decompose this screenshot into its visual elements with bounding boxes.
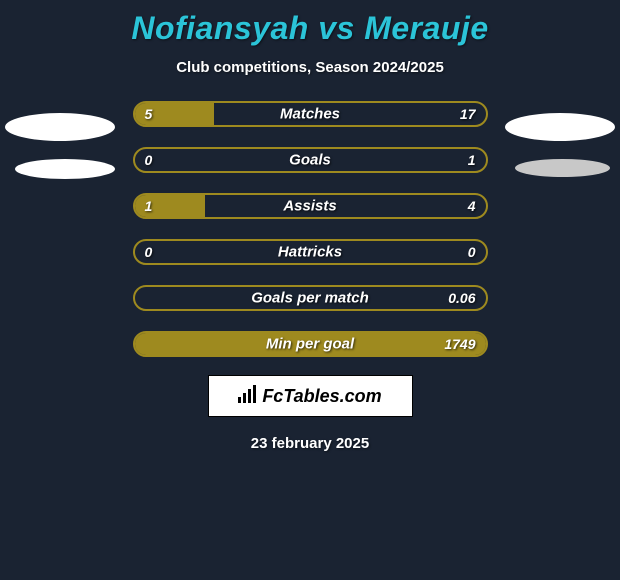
stat-value-right: 0.06: [448, 290, 475, 306]
stat-label: Assists: [283, 198, 336, 215]
stat-value-left: 5: [145, 106, 153, 122]
player1-badge-top: [5, 113, 115, 141]
stat-label: Goals: [289, 152, 331, 169]
chart-icon: [238, 385, 258, 408]
stat-value-right: 1749: [444, 336, 475, 352]
subtitle: Club competitions, Season 2024/2025: [176, 59, 444, 76]
main-container: Nofiansyah vs Merauje Club competitions,…: [0, 0, 620, 452]
footer-brand-text: FcTables.com: [262, 386, 381, 407]
stat-value-left: 1: [145, 198, 153, 214]
stat-value-right: 1: [468, 152, 476, 168]
stat-label: Hattricks: [278, 244, 342, 261]
stat-value-left: 0: [145, 244, 153, 260]
stat-value-left: 0: [145, 152, 153, 168]
stat-bar-goals-per-match: Goals per match 0.06: [133, 285, 488, 311]
player1-badge-bottom: [15, 159, 115, 179]
stat-value-right: 17: [460, 106, 476, 122]
stat-label: Matches: [280, 106, 340, 123]
stat-label: Goals per match: [251, 290, 369, 307]
stats-area: 5 Matches 17 0 Goals 1 1 Assists 4 0: [0, 101, 620, 357]
footer-brand[interactable]: FcTables.com: [208, 375, 413, 417]
stat-value-right: 0: [468, 244, 476, 260]
date-text: 23 february 2025: [251, 435, 369, 452]
stat-bar-goals: 0 Goals 1: [133, 147, 488, 173]
stat-bar-matches: 5 Matches 17: [133, 101, 488, 127]
stat-bar-assists: 1 Assists 4: [133, 193, 488, 219]
player2-badge-top: [505, 113, 615, 141]
stat-label: Min per goal: [266, 336, 354, 353]
stat-value-right: 4: [468, 198, 476, 214]
player2-badge-bottom: [515, 159, 610, 177]
bars-wrapper: 5 Matches 17 0 Goals 1 1 Assists 4 0: [133, 101, 488, 357]
page-title: Nofiansyah vs Merauje: [131, 10, 488, 47]
stat-bar-hattricks: 0 Hattricks 0: [133, 239, 488, 265]
stat-bar-min-per-goal: Min per goal 1749: [133, 331, 488, 357]
